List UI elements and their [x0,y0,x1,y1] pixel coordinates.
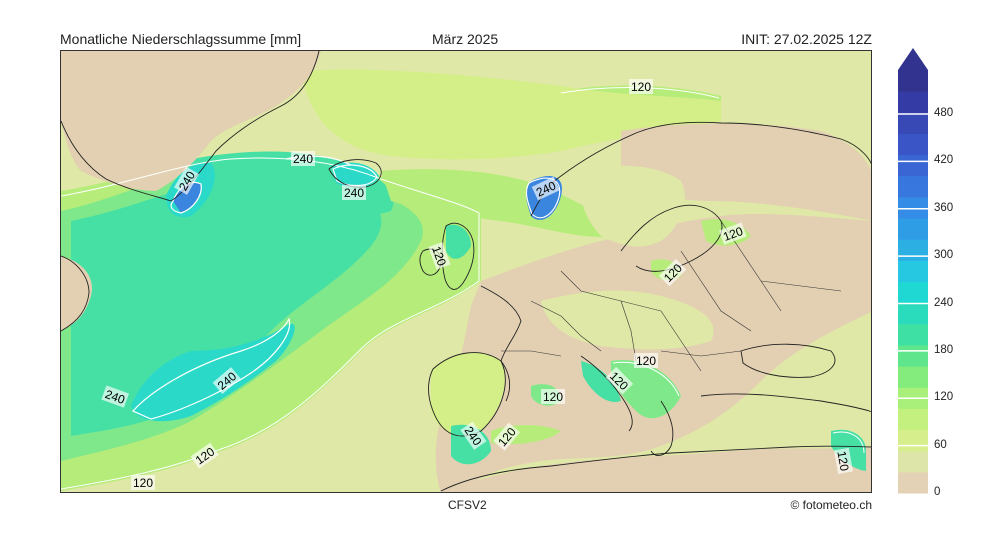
contour-label: 120 [636,354,656,368]
colorbar-segment [898,429,928,452]
land-europe [435,213,871,492]
precip-zone-scotland [446,224,471,259]
colorbar-segment [898,366,928,388]
map-period: März 2025 [432,31,499,47]
contour-label: 240 [344,186,364,200]
colorbar-tick-label: 60 [934,438,947,451]
coast-italy [580,355,633,432]
coast-turkey [700,393,871,413]
contour-label: 120 [834,450,851,472]
colorbar-segment [898,91,928,113]
coastlines [61,51,871,492]
coast-black-sea [740,343,836,378]
colorbar-segment [898,408,928,431]
colorbar-segment [898,323,928,346]
coast-europe-west [480,285,522,402]
colorbar-tick-label: 240 [934,296,954,309]
model-name: CFSV2 [448,498,487,512]
colorbar-segment [898,112,928,134]
contour-240-mid-atlantic [132,317,291,420]
contour-120-turkey [832,431,865,454]
map-title: Monatliche Niederschlagssumme [mm] [60,31,302,47]
colorbar-segment [898,281,928,304]
precipitation-colorbar [898,48,928,495]
contour-label: 120 [543,390,563,404]
precip-zone-balkans [610,360,681,419]
colorbar-segment [898,450,928,473]
country-borders [501,220,842,372]
colorbar-arrow [898,48,928,70]
colorbar-tick-label: 480 [934,107,954,120]
colorbar-tick-label: 420 [934,154,954,167]
contour-label: 240 [103,387,127,407]
init-time: INIT: 27.02.2025 12Z [741,31,872,47]
precip-zone-norway-sea [381,169,621,238]
coast-greece [650,400,674,457]
credit-text: © fotometeo.ch [790,498,872,512]
contour-label: 120 [429,244,449,268]
contour-label: 120 [133,476,153,490]
land-iberia [431,352,505,436]
colorbar-tick-label: 360 [934,201,954,214]
colorbar-segment [898,70,928,92]
coast-canada [61,255,90,332]
colorbar-tick-label: 180 [934,343,954,356]
contour-label: 120 [631,80,651,94]
contour-120-atlantic [61,157,480,490]
colorbar-tick-label: 300 [934,249,954,262]
precip-zone-iceland [331,162,379,188]
precip-zone-north-band [301,69,721,160]
precip-zone-mid-atlantic-core [131,323,295,422]
colorbar-segment [898,133,928,156]
land-scandinavia-mid [579,165,685,247]
contour-label: 240 [293,152,313,166]
precip-zone-italy [581,361,621,402]
coast-africa [440,445,871,492]
contour-120-balkans [612,361,680,397]
colorbar-segment [898,218,928,240]
coast-scandinavia [530,121,871,217]
colorbar-segment [898,239,928,261]
colorbar-segment [898,344,928,367]
coast-iberia [428,352,506,437]
colorbar-segment [898,154,928,177]
land-africa [445,446,871,492]
colorbar-tick-label: 120 [934,391,954,404]
colorbar-segment [898,302,928,325]
colorbar-segment [898,471,928,494]
contour-label: 120 [721,224,745,244]
colorbar-segment [898,260,928,282]
coast-iceland [328,159,382,188]
colorbar-tick-label: 0 [934,486,941,498]
land-greenland [61,51,321,191]
precip-zone-teal [71,175,382,436]
precipitation-map: 120 240 240 240 240 120 240 120 120 120 … [60,50,872,493]
colorbar-segment [898,196,928,219]
colorbar-segment [898,175,928,198]
